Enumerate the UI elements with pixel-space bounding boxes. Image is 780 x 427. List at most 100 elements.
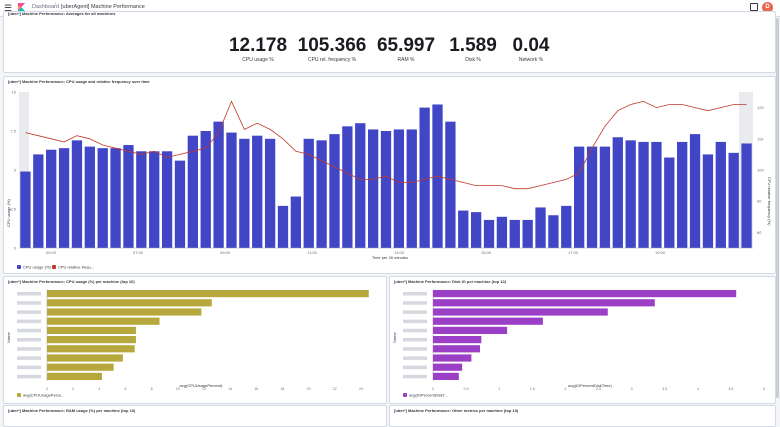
- cpu-usage-bar: [149, 151, 160, 248]
- machine-bar: [47, 308, 202, 316]
- cpu-usage-bar: [574, 146, 585, 248]
- x-tick-label: 18: [280, 387, 284, 391]
- x-tick-label: 0: [46, 387, 48, 391]
- y-axis-left-title: CPU usage (%): [6, 199, 11, 227]
- machine-name-label-redacted: [403, 319, 427, 324]
- cpu-usage-bar: [84, 146, 95, 248]
- machine-bar: [47, 326, 136, 334]
- legend-label: avg(CPUUsagePerce...: [23, 393, 65, 398]
- cpu-usage-bar: [252, 135, 263, 248]
- machine-name-label-redacted: [17, 374, 41, 379]
- x-tick-label: 5: [763, 387, 765, 391]
- y-axis-title: Name: [6, 332, 11, 343]
- panel-title: [uber*] Machine Performance: RAM usage (…: [8, 408, 136, 413]
- fullscreen-icon[interactable]: [750, 3, 758, 11]
- panel-title: [uber*] Machine Performance: CPU usage (…: [8, 279, 135, 284]
- machine-bar: [47, 363, 114, 371]
- x-tick-label: 4: [98, 387, 100, 391]
- cpu-usage-bar: [599, 146, 611, 248]
- machine-bar: [433, 308, 608, 316]
- machine-bar: [47, 299, 212, 307]
- legend-cpu-usage: CPU usage (%): [23, 265, 51, 270]
- cpu-usage-bar: [548, 215, 559, 248]
- x-axis-title: Time per 30 minutes: [372, 255, 408, 260]
- machine-name-label-redacted: [403, 347, 427, 351]
- machine-name-label-redacted: [17, 338, 41, 342]
- y-axis-title: Name: [392, 332, 397, 343]
- machine-bar: [47, 354, 123, 362]
- metric-cpu-frequency: 105.366 CPU rel. frequency %: [289, 35, 375, 64]
- machine-name-label-redacted: [403, 365, 427, 370]
- x-tick-label: 19:00: [655, 250, 666, 255]
- metric-value: 0.04: [512, 35, 550, 56]
- metric-ram: 65.997 RAM %: [371, 35, 441, 64]
- ram-per-machine-panel: [uber*] Machine Performance: RAM usage (…: [3, 405, 387, 427]
- metric-label: Network %: [518, 57, 544, 63]
- cpu-over-time-chart[interactable]: CPU usage (%) CPU relative frequency (%)…: [4, 77, 775, 273]
- cpu-usage-bar: [612, 137, 623, 248]
- cpu-usage-bar: [419, 107, 430, 248]
- breadcrumb-dashboard[interactable]: Dashboard: [32, 4, 59, 10]
- machine-name-label-redacted: [17, 347, 41, 351]
- hamburger-menu-icon[interactable]: ☰: [4, 3, 13, 13]
- y-tick-label-left: 2.5: [10, 207, 16, 212]
- cpu-usage-bar: [677, 141, 688, 248]
- panel-title: [uber*] Machine Performance: Other metri…: [394, 408, 519, 413]
- x-tick-label: 24: [359, 387, 363, 391]
- machine-bar: [433, 290, 737, 298]
- cpu-usage-bar: [367, 129, 379, 248]
- metric-value: 65.997: [376, 35, 436, 56]
- machine-name-label-redacted: [403, 310, 427, 314]
- cpu-usage-bar: [277, 205, 289, 248]
- metric-cpu-usage: 12.178 CPU usage %: [223, 36, 293, 64]
- metric-label: CPU usage %: [242, 57, 274, 63]
- cpu-usage-bar: [264, 138, 276, 248]
- x-tick-label: 09:00: [220, 250, 231, 255]
- cpu-per-machine-chart[interactable]: Name avg(CPUUsagePercent) avg(CPUUsagePe…: [4, 277, 386, 403]
- x-tick-label: 22: [333, 387, 337, 391]
- metric-label: RAM %: [397, 57, 415, 63]
- cpu-over-time-panel: [uber*] Machine Performance: CPU usage a…: [3, 76, 776, 274]
- y-tick-label-left: 0: [14, 246, 17, 251]
- disk-io-per-machine-chart[interactable]: Name avg(IOPercentDiskTime) avg(IOPercen…: [390, 277, 775, 403]
- metric-value: 105.366: [297, 35, 367, 56]
- kibana-logo-icon[interactable]: [17, 3, 26, 12]
- chart-shaded-region: [19, 92, 29, 248]
- cpu-usage-bar: [97, 148, 108, 248]
- machine-name-label-redacted: [17, 310, 41, 314]
- cpu-usage-bar: [509, 219, 520, 248]
- cpu-usage-bar: [161, 151, 173, 248]
- x-tick-label: 15:00: [481, 250, 492, 255]
- x-tick-label: 07:00: [133, 250, 144, 255]
- cpu-usage-bar: [329, 134, 340, 248]
- machine-name-label-redacted: [17, 292, 41, 296]
- cpu-usage-bar: [458, 210, 469, 248]
- panel-title: [uber*] Machine Performance: Disk IO per…: [394, 279, 507, 284]
- cpu-usage-bar: [689, 134, 701, 248]
- user-avatar[interactable]: D: [762, 2, 773, 13]
- machine-name-label-redacted: [403, 328, 427, 333]
- cpu-frequency-line: [25, 100, 747, 190]
- machine-name-label-redacted: [403, 292, 427, 296]
- x-tick-label: 2: [564, 387, 566, 391]
- x-tick-label: 0: [432, 387, 434, 391]
- cpu-usage-bar: [123, 145, 134, 248]
- x-tick-label: 4: [697, 387, 699, 391]
- page-scrollbar[interactable]: [776, 18, 779, 398]
- cpu-usage-bar: [664, 157, 675, 248]
- y-tick-label-left: 7.5: [10, 129, 16, 134]
- machine-bar: [433, 336, 482, 344]
- y-tick-label-right: 90: [757, 199, 762, 204]
- cpu-usage-bar: [586, 146, 598, 248]
- machine-name-label-redacted: [17, 365, 41, 370]
- y-tick-label-left: 10: [12, 90, 17, 95]
- cpu-usage-bar: [522, 219, 533, 248]
- machine-bar: [433, 317, 543, 325]
- cpu-usage-bar: [355, 123, 366, 248]
- cpu-usage-bar: [200, 131, 211, 248]
- x-tick-label: 3.5: [662, 387, 667, 391]
- cpu-usage-bar: [625, 140, 636, 248]
- y-tick-label-right: 100: [757, 168, 764, 173]
- machine-bar: [47, 345, 135, 353]
- cpu-usage-bar: [380, 131, 392, 248]
